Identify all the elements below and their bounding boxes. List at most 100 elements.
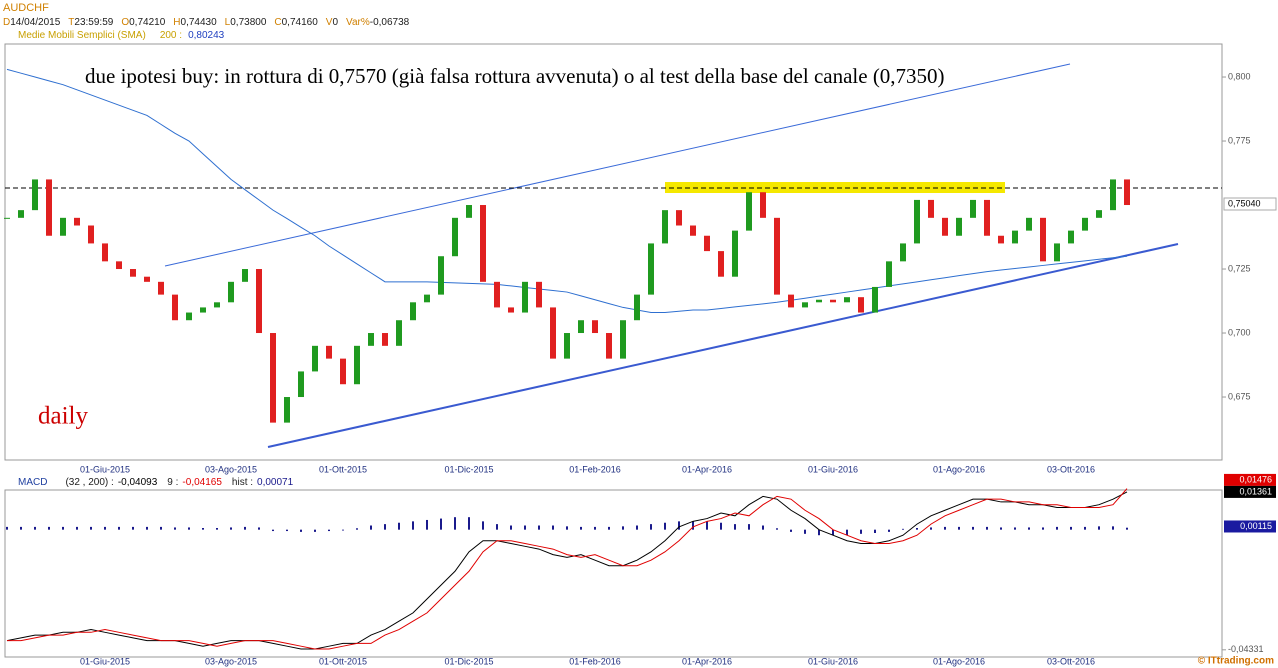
macd-line <box>7 488 1128 650</box>
hist-bar <box>720 522 722 530</box>
legend-name: hist : <box>232 477 253 488</box>
hist-bar <box>860 529 862 534</box>
hist-bar <box>1084 526 1086 530</box>
hist-bar <box>594 526 596 530</box>
hist-bar <box>944 526 946 530</box>
hist-bar <box>1126 527 1128 530</box>
price-bar <box>382 333 388 346</box>
last-value-label: 0,01476 <box>1239 474 1272 484</box>
price-bar <box>704 235 710 252</box>
last-value-label: 0,00115 <box>1240 521 1272 531</box>
field-value: 0,74160 <box>282 17 319 28</box>
price-bar <box>928 199 934 218</box>
symbol: AUDCHF <box>3 2 49 14</box>
header-fields: D14/04/2015 T23:59:59 O0,74210 H0,74430 L0,7… <box>3 17 410 28</box>
price-bar <box>1110 179 1116 211</box>
price-bar <box>690 225 696 236</box>
price-bar <box>732 230 738 277</box>
price-bar <box>410 302 416 321</box>
hist-bar <box>832 529 834 536</box>
hist-bar <box>34 526 36 530</box>
x-tick-label: 01-Giu-2016 <box>808 656 858 666</box>
hist-bar <box>734 524 736 530</box>
hist-bar <box>440 518 442 530</box>
hist-bar <box>804 529 806 534</box>
hist-bar <box>90 526 92 530</box>
x-tick-label: 01-Apr-2016 <box>682 464 732 474</box>
hist-bar <box>1056 526 1058 530</box>
price-bar <box>116 261 122 270</box>
price-bar <box>788 294 794 308</box>
price-bar <box>508 307 514 313</box>
hist-bar <box>650 524 652 530</box>
x-tick-label: 01-Feb-2016 <box>569 464 621 474</box>
hist-bar <box>398 522 400 530</box>
price-bar <box>942 217 948 236</box>
hist-bar <box>818 529 820 536</box>
price-bar <box>4 217 10 219</box>
price-bar <box>830 299 836 303</box>
legend-name: 9 : <box>167 477 178 488</box>
last-value-box <box>1224 520 1276 533</box>
price-bar <box>326 345 332 359</box>
y-tick-label: 0,775 <box>1228 135 1251 145</box>
field-value: 0,74430 <box>181 17 218 28</box>
price-bar <box>242 269 248 282</box>
sma-name: Medie Mobili Semplici (SMA) <box>18 30 146 41</box>
field-label: V <box>326 17 333 28</box>
hist-bar <box>370 525 372 530</box>
hist-bar <box>146 526 148 530</box>
hist-bar <box>468 517 470 530</box>
hist-bar <box>580 526 582 530</box>
x-tick-label: 01-Ago-2016 <box>933 464 985 474</box>
hist-bar <box>62 526 64 530</box>
price-bar <box>662 210 668 244</box>
price-bar <box>466 205 472 218</box>
annotation: due ipotesi buy: in rottura di 0,7570 (g… <box>85 64 945 88</box>
price-bar <box>172 294 178 321</box>
hist-bar <box>258 527 260 530</box>
x-tick-label: 01-Giu-2015 <box>80 464 130 474</box>
hist-bar <box>314 529 316 532</box>
price-bar <box>368 333 374 346</box>
price-bar <box>578 320 584 334</box>
price-bar <box>1012 230 1018 244</box>
price-bar <box>256 269 262 334</box>
price-bar <box>130 269 136 277</box>
price-bar <box>550 307 556 359</box>
price-bar <box>270 333 276 423</box>
hist-bar <box>1042 527 1044 530</box>
hist-bar <box>692 521 694 530</box>
hist-bar <box>846 529 848 536</box>
x-tick-label: 01-Giu-2016 <box>808 464 858 474</box>
price-bar <box>1054 243 1060 262</box>
hist-bar <box>1070 526 1072 530</box>
hist-bar <box>958 526 960 530</box>
hist-bar <box>328 529 330 532</box>
price-bar <box>774 217 780 295</box>
last-value-box <box>1224 473 1276 486</box>
field-label: O <box>121 17 129 28</box>
hist-bar <box>160 526 162 530</box>
x-tick-label: 01-Ott-2015 <box>319 656 367 666</box>
y-tick-label: -0,04331 <box>1228 644 1264 654</box>
price-bar <box>60 217 66 236</box>
sma-legend: Medie Mobili Semplici (SMA) 200 : 0,80243 <box>18 30 225 41</box>
price-bar <box>228 281 234 303</box>
x-tick-label: 01-Ott-2015 <box>319 464 367 474</box>
price-bar <box>984 199 990 236</box>
field-label: Var% <box>346 17 370 28</box>
hist-bar <box>1000 527 1002 530</box>
last-value-box <box>1224 485 1276 498</box>
price-bar <box>424 294 430 303</box>
hist-bar <box>664 522 666 530</box>
x-tick-label: 03-Ott-2016 <box>1047 656 1095 666</box>
price-bar <box>452 217 458 257</box>
y-tick-label: 0,700 <box>1228 327 1251 337</box>
field-label: C <box>274 17 281 28</box>
hist-bar <box>552 525 554 530</box>
hist-bar <box>104 526 106 530</box>
price-bar <box>522 281 528 313</box>
price-bar <box>340 358 346 385</box>
